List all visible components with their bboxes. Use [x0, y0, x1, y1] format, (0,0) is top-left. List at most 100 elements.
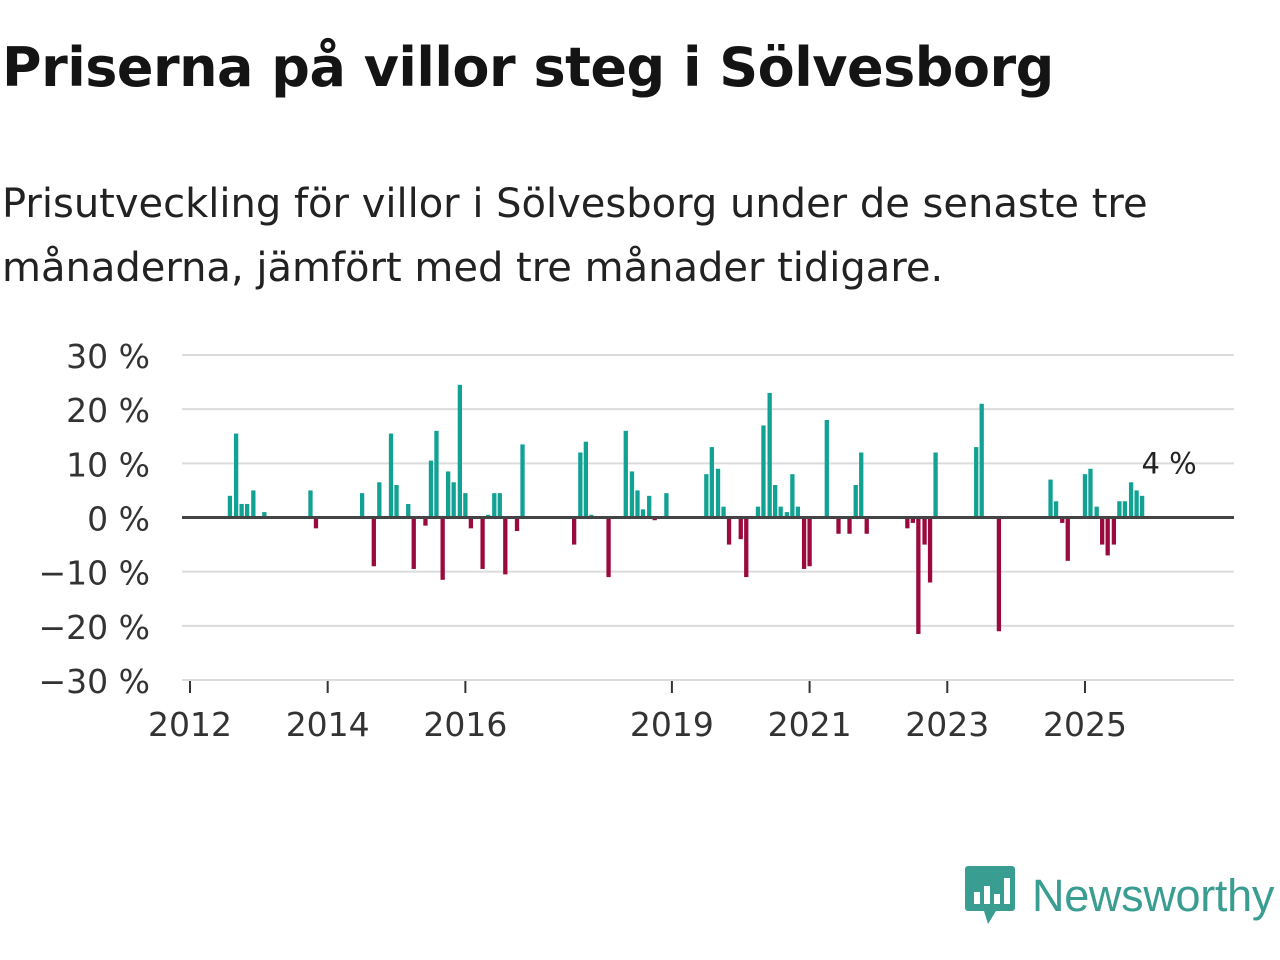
bar-positive	[394, 485, 399, 518]
y-tick-label: 10 %	[66, 445, 150, 484]
bar-negative	[1065, 517, 1070, 561]
bar-positive	[520, 444, 525, 518]
bar-negative	[514, 517, 520, 532]
bar-positive	[227, 495, 233, 518]
bar-positive	[451, 482, 456, 518]
newsworthy-logo-icon	[965, 866, 1015, 924]
bar-positive	[1048, 479, 1053, 518]
bar-positive	[647, 495, 652, 518]
bar-negative	[910, 517, 916, 523]
y-tick-label: −30 %	[39, 662, 151, 701]
bar-negative	[1105, 517, 1110, 556]
bar-positive	[790, 474, 795, 518]
bar-positive	[635, 490, 640, 518]
y-tick-label: −20 %	[39, 608, 151, 647]
bar-positive	[1139, 495, 1145, 518]
bar-positive	[979, 403, 984, 518]
y-tick-label: 20 %	[66, 391, 150, 430]
bar-negative	[726, 517, 732, 545]
bar-negative	[503, 517, 508, 575]
bar-positive	[640, 509, 646, 518]
bar-positive	[1053, 501, 1059, 518]
bar-positive	[434, 430, 439, 518]
bar-positive	[388, 433, 394, 518]
bar-positive	[761, 425, 766, 518]
bar-negative	[571, 517, 577, 545]
y-tick-label: −10 %	[39, 554, 151, 593]
bar-positive	[457, 384, 463, 518]
bar-positive	[239, 503, 244, 518]
bar-negative	[744, 517, 749, 578]
chart-title: Priserna på villor steg i Sölvesborg	[2, 36, 1054, 99]
bar-negative	[738, 517, 743, 540]
bar-positive	[773, 485, 778, 518]
bar-positive	[715, 468, 721, 518]
bar-positive	[974, 447, 979, 518]
bar-negative	[916, 517, 921, 634]
bar-negative	[922, 517, 927, 545]
bar-negative	[927, 517, 933, 583]
bar-negative	[1100, 517, 1105, 545]
bar-positive	[767, 392, 772, 518]
bar-positive	[629, 471, 635, 518]
bar-negative	[468, 517, 474, 529]
x-tick-label: 2025	[1043, 705, 1127, 744]
y-tick-label: 30 %	[66, 337, 150, 376]
bar-positive	[704, 474, 709, 518]
bar-positive	[233, 433, 239, 518]
bar-positive	[709, 447, 714, 518]
bar-negative	[313, 517, 319, 529]
bar-negative	[801, 517, 807, 569]
bar-positive	[1134, 490, 1139, 518]
bar-positive	[1117, 501, 1122, 518]
y-axis-labels: 30 % 20 % 10 % 0 % −10 % −20 % −30 %	[39, 337, 151, 701]
bar-positive	[1082, 474, 1088, 518]
bar-positive	[795, 506, 801, 518]
bar-chart: 30 %20 %10 %0 %−10 %−20 %−30 % 2012 2014 2…	[39, 337, 1234, 744]
logo-text: Newsworthy	[1032, 870, 1275, 921]
bar-positive	[244, 503, 250, 518]
grid-lines	[182, 354, 1234, 681]
bar-positive	[308, 490, 313, 518]
last-value-label: 4 %	[1141, 446, 1196, 480]
bar-positive	[1088, 468, 1093, 518]
bar-positive	[1094, 506, 1099, 518]
x-tick-label: 2016	[423, 705, 507, 744]
bar-positive	[492, 493, 497, 518]
x-tick-label: 2014	[286, 705, 370, 744]
bar-positive	[262, 512, 267, 518]
bar-positive	[1122, 501, 1128, 518]
bar-positive	[778, 506, 783, 518]
chart-subtitle: Prisutveckling för villor i Sölvesborg u…	[2, 181, 1148, 291]
bar-negative	[606, 517, 611, 578]
bars	[227, 384, 1145, 634]
bar-negative	[807, 517, 812, 567]
bar-negative	[905, 517, 910, 529]
bar-positive	[1128, 482, 1134, 518]
x-tick-label: 2019	[630, 705, 714, 744]
bar-positive	[755, 506, 761, 518]
bar-positive	[359, 493, 365, 518]
bar-positive	[824, 420, 829, 518]
x-axis: 2012 2014 2016 2019 2021 2023 2025	[148, 681, 1127, 744]
bar-negative	[1060, 517, 1065, 523]
bar-positive	[428, 460, 434, 518]
bar-negative	[440, 517, 445, 580]
bar-negative	[847, 517, 852, 534]
newsworthy-logo[interactable]: Newsworthy	[964, 864, 1274, 928]
bar-positive	[721, 506, 726, 518]
bar-negative	[1111, 517, 1117, 545]
bar-positive	[623, 430, 628, 518]
bar-positive	[859, 452, 864, 518]
annotations: 4 %	[1141, 446, 1196, 480]
x-tick-label: 2021	[768, 705, 852, 744]
bar-positive	[578, 452, 583, 518]
bar-positive	[446, 471, 451, 518]
bar-positive	[377, 482, 382, 518]
bar-positive	[664, 493, 669, 518]
bar-negative	[480, 517, 485, 569]
bar-positive	[463, 493, 468, 518]
x-tick-label: 2012	[148, 705, 232, 744]
bar-positive	[406, 503, 411, 518]
bar-negative	[371, 517, 376, 567]
